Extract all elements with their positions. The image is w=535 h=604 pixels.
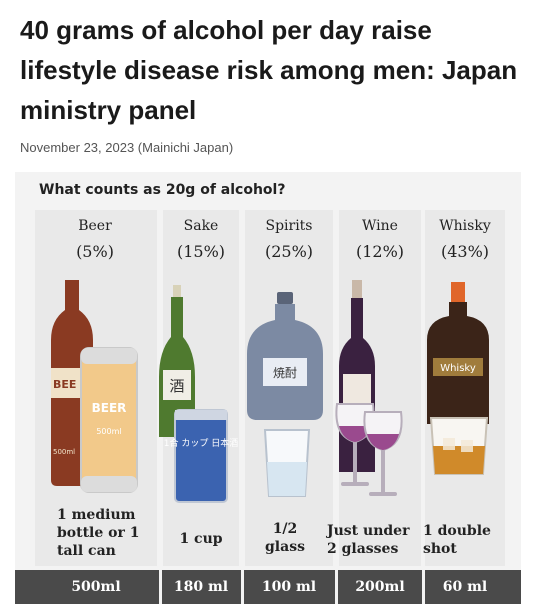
beer-bottle-label: BEE bbox=[53, 378, 76, 391]
sake-name: Sake bbox=[183, 218, 219, 234]
drink-illustrations: BEE 500ml BEER 500ml 酒 1合 カップ 日本酒 bbox=[51, 280, 489, 503]
sake-bottle-label: 酒 bbox=[169, 377, 184, 395]
sake-volume: 180 ml bbox=[173, 579, 229, 595]
whisky-percent: (43%) bbox=[440, 242, 490, 261]
beer-can-size: 500ml bbox=[96, 427, 121, 436]
wine-header: Wine (12%) bbox=[339, 218, 421, 261]
beer-can-icon: BEER 500ml bbox=[80, 347, 138, 493]
whisky-name: Whisky bbox=[439, 218, 491, 234]
wine-caption: Just under 2 glasses bbox=[327, 523, 410, 557]
sake-percent: (15%) bbox=[176, 242, 226, 261]
volume-bar: 500ml 180 ml 100 ml 200ml 60 ml bbox=[15, 570, 521, 604]
spirits-name: Spirits bbox=[265, 218, 313, 234]
alcohol-infographic: What counts as 20g of alcohol? Beer (5%)… bbox=[15, 172, 521, 604]
whisky-bottle-label: Whisky bbox=[440, 363, 476, 374]
spirits-bottle-label: 焼酎 bbox=[273, 365, 297, 380]
wine-glasses-icon bbox=[335, 403, 403, 496]
spirits-bottle-icon: 焼酎 bbox=[247, 292, 323, 420]
whisky-volume: 60 ml bbox=[442, 579, 488, 595]
wine-volume: 200ml bbox=[355, 579, 405, 595]
sake-bottle-icon: 酒 bbox=[159, 285, 195, 437]
volume-divider bbox=[335, 570, 338, 604]
beer-percent: (5%) bbox=[76, 242, 114, 261]
wine-percent: (12%) bbox=[355, 242, 405, 261]
whisky-caption: 1 double shot bbox=[423, 523, 491, 557]
sake-caption: 1 cup bbox=[179, 531, 223, 547]
whisky-header: Whisky (43%) bbox=[425, 218, 505, 261]
beer-volume: 500ml bbox=[71, 579, 121, 595]
whisky-bottle-icon: Whisky bbox=[427, 282, 489, 424]
volume-divider bbox=[241, 570, 244, 604]
sake-header: Sake (15%) bbox=[157, 218, 245, 261]
whisky-glass-icon bbox=[429, 417, 489, 475]
sake-cup-label: 1合 カップ 日本酒 bbox=[164, 437, 238, 449]
volume-divider bbox=[159, 570, 162, 604]
beer-caption: 1 medium bottle or 1 tall can bbox=[57, 507, 140, 559]
article-headline: 40 grams of alcohol per day raise lifest… bbox=[20, 15, 518, 125]
beer-name: Beer bbox=[78, 218, 112, 234]
beer-bottle-size: 500ml bbox=[53, 448, 75, 456]
infographic-title: What counts as 20g of alcohol? bbox=[39, 182, 286, 198]
beer-can-label: BEER bbox=[92, 401, 127, 415]
sake-cup-icon: 1合 カップ 日本酒 bbox=[164, 409, 238, 503]
spirits-caption: 1/2 glass bbox=[265, 521, 305, 555]
wine-name: Wine bbox=[362, 218, 398, 234]
article-dateline: November 23, 2023 (Mainichi Japan) bbox=[20, 140, 234, 155]
volume-divider bbox=[422, 570, 425, 604]
spirits-percent: (25%) bbox=[264, 242, 314, 261]
beer-header: Beer (5%) bbox=[55, 218, 135, 261]
spirits-volume: 100 ml bbox=[261, 579, 317, 595]
spirits-glass-icon bbox=[263, 429, 311, 497]
spirits-header: Spirits (25%) bbox=[245, 218, 333, 261]
